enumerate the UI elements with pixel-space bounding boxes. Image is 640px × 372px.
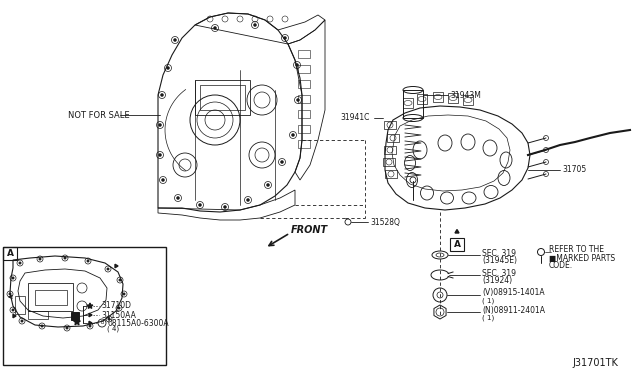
Circle shape <box>87 260 89 262</box>
Bar <box>298 125 310 133</box>
Text: 31943M: 31943M <box>450 90 481 99</box>
Circle shape <box>166 67 170 70</box>
Text: (31945E): (31945E) <box>482 257 517 266</box>
Text: (31924): (31924) <box>482 276 512 285</box>
Text: (N)08911-2401A: (N)08911-2401A <box>482 305 545 314</box>
Circle shape <box>266 183 269 186</box>
Bar <box>417 94 427 104</box>
Circle shape <box>161 93 163 96</box>
Bar <box>28 311 48 319</box>
Circle shape <box>123 293 125 295</box>
Bar <box>385 170 397 178</box>
Circle shape <box>39 258 41 260</box>
Bar <box>384 146 396 154</box>
Text: ( 1): ( 1) <box>482 298 494 304</box>
Bar <box>298 80 310 88</box>
Circle shape <box>12 277 14 279</box>
Text: 31705: 31705 <box>562 166 586 174</box>
Text: 31150AA: 31150AA <box>101 311 136 320</box>
Circle shape <box>66 327 68 329</box>
Polygon shape <box>13 314 16 318</box>
Polygon shape <box>74 318 81 325</box>
Bar <box>298 140 310 148</box>
Circle shape <box>284 36 287 39</box>
Bar <box>403 90 423 118</box>
Bar <box>384 121 396 129</box>
Circle shape <box>296 99 300 102</box>
Circle shape <box>89 325 92 327</box>
Text: 31528Q: 31528Q <box>370 218 400 227</box>
Bar <box>450 238 464 251</box>
Circle shape <box>41 325 44 327</box>
Bar <box>298 50 310 58</box>
Text: 31710D: 31710D <box>101 301 131 311</box>
Bar <box>71 312 79 320</box>
Text: (V)08915-1401A: (V)08915-1401A <box>482 289 545 298</box>
Polygon shape <box>115 264 118 268</box>
Bar <box>35 290 67 305</box>
Circle shape <box>20 320 23 322</box>
Bar <box>298 65 310 73</box>
Bar <box>298 110 310 118</box>
Circle shape <box>119 279 121 281</box>
Circle shape <box>296 64 298 67</box>
Circle shape <box>9 293 12 295</box>
Polygon shape <box>455 230 459 233</box>
Text: SEC. 319: SEC. 319 <box>482 269 516 278</box>
Circle shape <box>198 203 202 206</box>
Text: J31701TK: J31701TK <box>572 358 618 368</box>
Bar <box>15 296 25 314</box>
Text: SEC. 319: SEC. 319 <box>482 248 516 257</box>
Bar <box>387 134 399 142</box>
Circle shape <box>118 307 120 309</box>
Circle shape <box>19 262 21 264</box>
Circle shape <box>159 154 161 157</box>
Bar <box>28 283 73 311</box>
Bar <box>298 95 310 103</box>
Polygon shape <box>89 321 92 325</box>
Bar <box>200 85 245 110</box>
Text: A: A <box>454 240 461 249</box>
Circle shape <box>108 318 110 320</box>
Circle shape <box>173 38 177 42</box>
Circle shape <box>12 309 14 311</box>
Circle shape <box>161 179 164 182</box>
Text: ( 1): ( 1) <box>482 315 494 321</box>
Bar <box>433 92 443 102</box>
Bar <box>3 247 17 260</box>
Bar <box>448 93 458 103</box>
Circle shape <box>291 134 294 137</box>
Text: REFER TO THE: REFER TO THE <box>549 246 604 254</box>
Bar <box>403 98 413 108</box>
Circle shape <box>214 26 216 29</box>
Circle shape <box>64 257 66 259</box>
Bar <box>463 95 473 105</box>
Text: B: B <box>100 321 104 326</box>
Circle shape <box>223 205 227 208</box>
Text: CODE.: CODE. <box>549 262 573 270</box>
Text: 31941C: 31941C <box>340 113 369 122</box>
Text: ■MARKED PARTS: ■MARKED PARTS <box>549 253 615 263</box>
Bar <box>383 158 395 166</box>
Circle shape <box>280 160 284 164</box>
Text: FRONT: FRONT <box>291 225 328 235</box>
Circle shape <box>159 124 161 126</box>
Polygon shape <box>87 303 93 308</box>
Bar <box>195 80 250 115</box>
Text: NOT FOR SALE: NOT FOR SALE <box>68 110 130 119</box>
Circle shape <box>253 23 257 26</box>
Bar <box>3 247 166 365</box>
Text: A: A <box>6 249 13 258</box>
Circle shape <box>107 268 109 270</box>
Text: ( 4): ( 4) <box>107 326 119 332</box>
Circle shape <box>246 199 250 202</box>
Circle shape <box>177 196 179 199</box>
Text: 08115A0-6300A: 08115A0-6300A <box>107 318 168 327</box>
Polygon shape <box>89 313 92 317</box>
